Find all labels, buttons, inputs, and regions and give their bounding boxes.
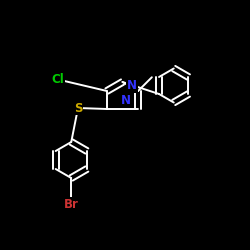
Text: N: N	[127, 79, 137, 92]
Text: Cl: Cl	[52, 73, 64, 86]
Text: Br: Br	[64, 198, 79, 211]
Text: S: S	[74, 102, 82, 114]
Text: N: N	[121, 94, 131, 107]
